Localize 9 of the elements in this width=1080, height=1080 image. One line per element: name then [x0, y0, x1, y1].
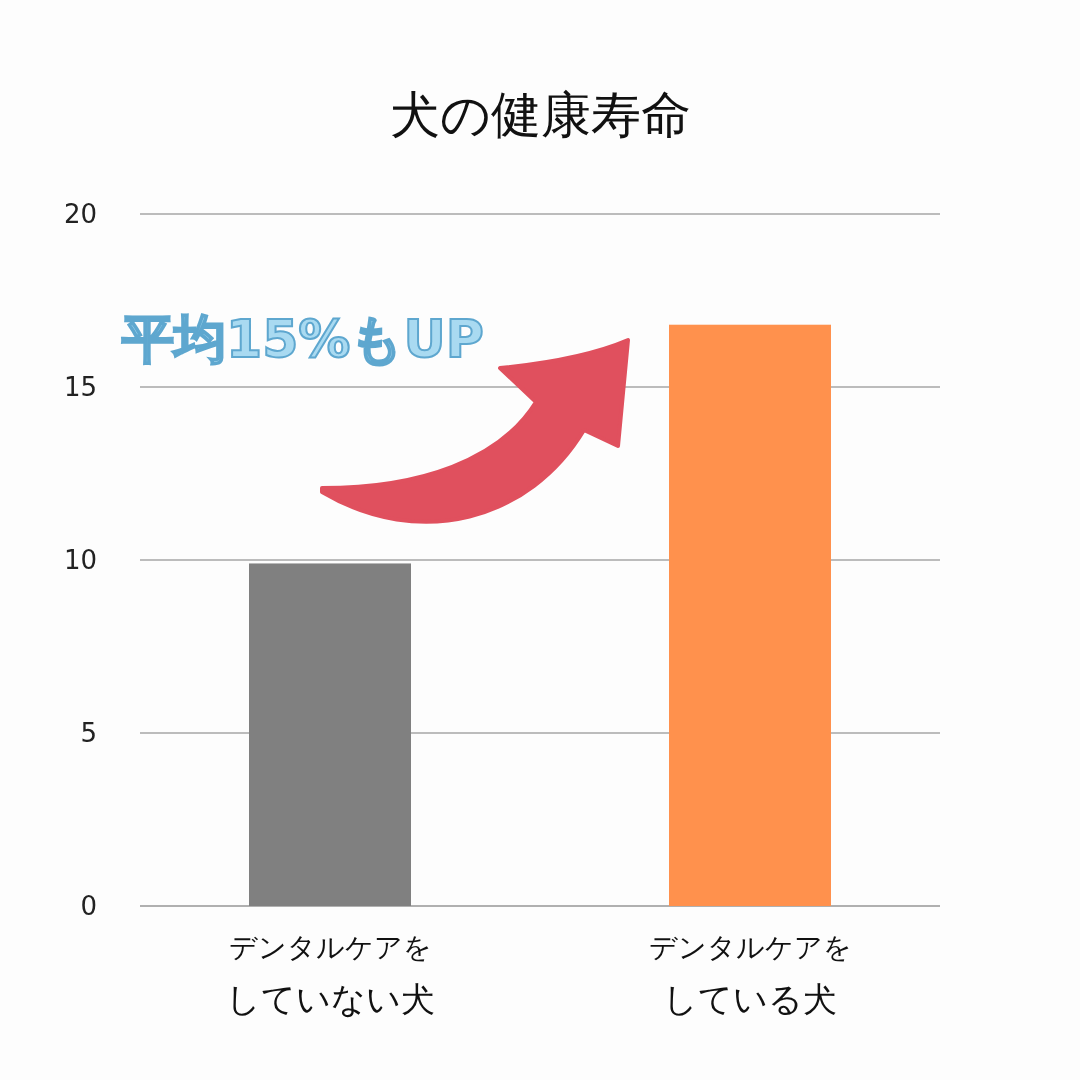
annotation: 平均15%もUP	[121, 309, 484, 369]
x-tick-label: デンタルケアをしている犬	[648, 931, 852, 1019]
chart-title: 犬の健康寿命	[389, 86, 691, 144]
y-tick-label: 10	[63, 545, 97, 575]
y-tick-label: 15	[63, 372, 97, 402]
y-tick-label: 5	[80, 718, 97, 748]
y-tick-label: 0	[80, 891, 97, 921]
x-tick-label: デンタルケアをしていない犬	[225, 931, 435, 1019]
y-tick-label: 20	[63, 199, 97, 229]
